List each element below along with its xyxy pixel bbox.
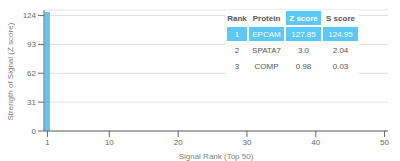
svg-text:20: 20 bbox=[174, 138, 183, 147]
html-text:3.0: 3.0 bbox=[297, 46, 310, 55]
html-text:2: 2 bbox=[234, 46, 240, 55]
svg-text:124: 124 bbox=[23, 11, 37, 20]
html-text:Z score: Z score bbox=[289, 14, 318, 23]
html-text:EPCAM: EPCAM bbox=[252, 30, 281, 39]
svg-text:0: 0 bbox=[32, 127, 37, 136]
svg-text:1: 1 bbox=[45, 138, 50, 147]
svg-text:50: 50 bbox=[380, 138, 389, 147]
html-text:Protein: Protein bbox=[252, 14, 281, 23]
svg-text:40: 40 bbox=[311, 138, 320, 147]
svg-text:30: 30 bbox=[243, 138, 252, 147]
html-text:0.98: 0.98 bbox=[295, 62, 312, 71]
html-text:SPATA7: SPATA7 bbox=[252, 46, 281, 55]
html-text:COMP: COMP bbox=[254, 62, 279, 71]
html-text:0.03: 0.03 bbox=[332, 62, 349, 71]
svg-text:10: 10 bbox=[105, 138, 114, 147]
html-text:1: 1 bbox=[234, 30, 240, 39]
svg-text:62: 62 bbox=[27, 69, 36, 78]
svg-text:31: 31 bbox=[27, 98, 36, 107]
html-text:127.85: 127.85 bbox=[291, 30, 316, 39]
html-text:2.04: 2.04 bbox=[332, 46, 349, 55]
svg-text:Signal Rank (Top 50): Signal Rank (Top 50) bbox=[179, 152, 254, 161]
html-text:3: 3 bbox=[234, 62, 240, 71]
svg-text:93: 93 bbox=[27, 40, 36, 49]
svg-text:Strength of Signal (Z score): Strength of Signal (Z score) bbox=[8, 22, 15, 120]
html-text:Rank: Rank bbox=[227, 14, 247, 23]
html-text:124.95: 124.95 bbox=[328, 30, 353, 39]
html-text:S score: S score bbox=[326, 14, 355, 23]
